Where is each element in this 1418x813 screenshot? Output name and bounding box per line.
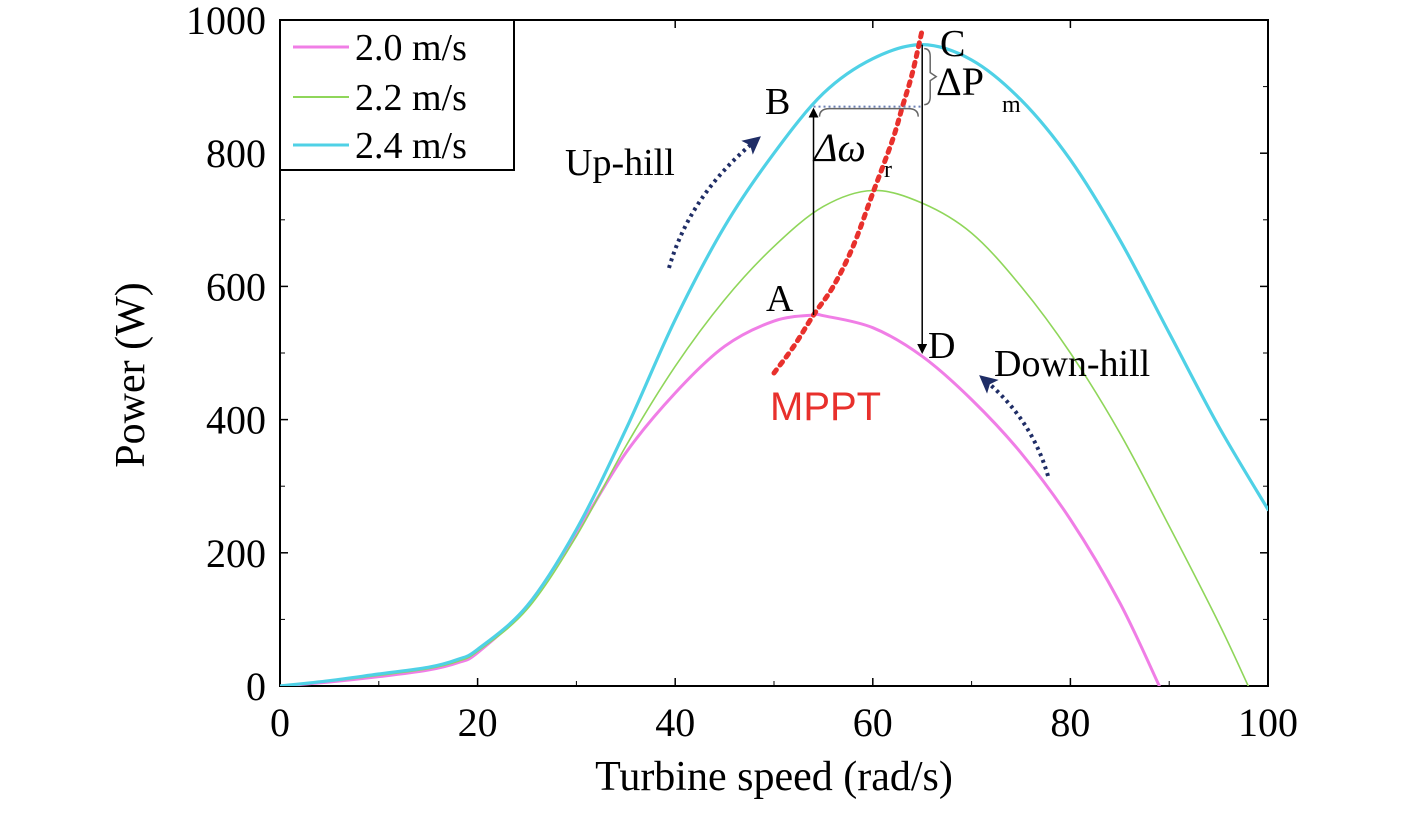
delta-p-label: ΔP bbox=[936, 59, 984, 104]
series-line-2-4 bbox=[280, 43, 1268, 686]
point-label-a: A bbox=[766, 278, 794, 320]
y-tick-label: 200 bbox=[206, 531, 266, 576]
legend: 2.0 m/s 2.2 m/s 2.4 m/s bbox=[279, 19, 515, 171]
mppt-curve bbox=[771, 27, 925, 376]
uphill-label: Up-hill bbox=[565, 142, 675, 184]
x-tick-label: 100 bbox=[1238, 700, 1298, 745]
x-axis-title: Turbine speed (rad/s) bbox=[595, 754, 953, 800]
y-axis-title: Power (W) bbox=[108, 282, 154, 467]
delta-p-bracket bbox=[924, 47, 938, 106]
delta-omega-sub: r bbox=[884, 157, 892, 183]
legend-label-2-4: 2.4 m/s bbox=[355, 125, 467, 167]
delta-p-sub: m bbox=[1002, 92, 1021, 118]
x-tick-label: 80 bbox=[1050, 700, 1090, 745]
downhill-arrow bbox=[979, 375, 1050, 477]
x-tick-label: 60 bbox=[853, 700, 893, 745]
legend-label-2-0: 2.0 m/s bbox=[355, 27, 467, 69]
x-tick-label: 20 bbox=[458, 700, 498, 745]
y-tick-label: 400 bbox=[206, 398, 266, 443]
annotation-layer: A B C D Up-hill Down-hill MPPT Δω r ΔP m bbox=[565, 23, 1150, 477]
legend-label-2-2: 2.2 m/s bbox=[355, 77, 467, 119]
x-tick-label: 40 bbox=[655, 700, 695, 745]
delta-omega-label: Δω bbox=[812, 125, 866, 170]
uphill-arrow bbox=[667, 136, 761, 269]
mppt-label: MPPT bbox=[770, 385, 881, 429]
y-tick-label: 0 bbox=[246, 664, 266, 709]
y-tick-label: 600 bbox=[206, 264, 266, 309]
series-line-2-2 bbox=[280, 189, 1250, 686]
x-tick-label: 0 bbox=[270, 700, 290, 745]
series-line-2-0 bbox=[280, 312, 1161, 686]
y-tick-label: 800 bbox=[206, 131, 266, 176]
y-tick-label: 1000 bbox=[186, 0, 266, 43]
point-label-c: C bbox=[940, 23, 965, 65]
delta-omega-bracket bbox=[818, 107, 919, 117]
point-label-b: B bbox=[765, 81, 790, 123]
downhill-label: Down-hill bbox=[994, 343, 1150, 385]
series-layer bbox=[280, 27, 1268, 686]
point-label-d: D bbox=[928, 325, 955, 367]
